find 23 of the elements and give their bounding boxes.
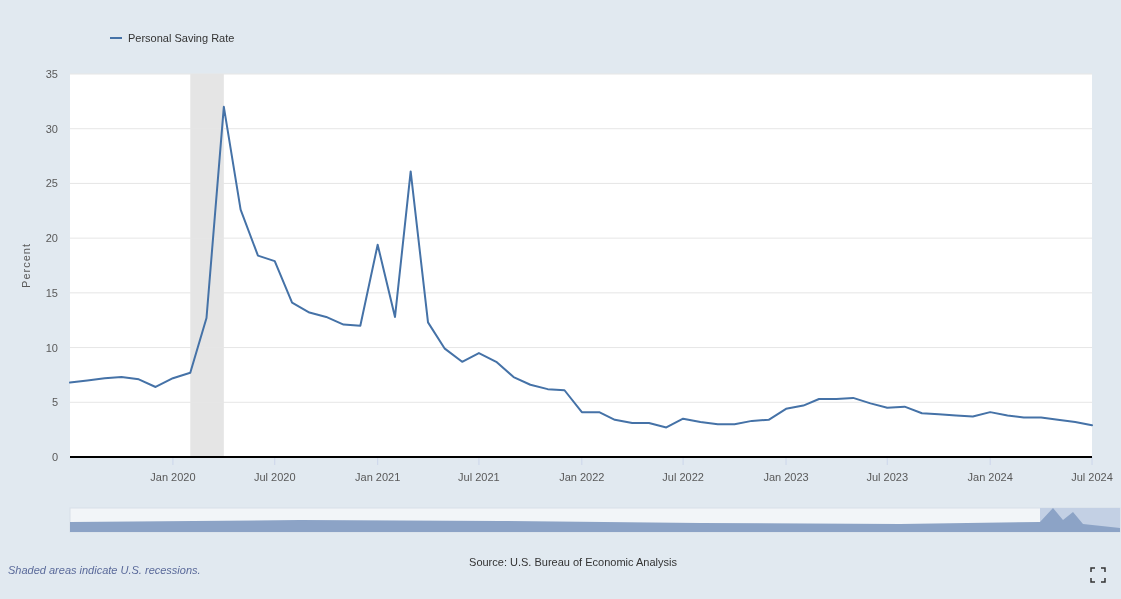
legend-label: Personal Saving Rate bbox=[128, 32, 235, 44]
y-tick-label: 25 bbox=[45, 177, 58, 190]
x-tick-label: Jul 2020 bbox=[253, 471, 296, 483]
y-tick-label: 35 bbox=[45, 68, 58, 80]
y-axis-title: Percent bbox=[20, 243, 32, 288]
text: Shaded areas indicate U.S. recessions. bbox=[8, 564, 201, 576]
x-tick-label: Jan 2021 bbox=[355, 471, 401, 483]
y-tick-label: 5 bbox=[51, 396, 58, 409]
y-tick-label: 30 bbox=[45, 122, 58, 135]
y-tick-label: 10 bbox=[45, 341, 58, 354]
x-tick-label: Jul 2023 bbox=[866, 471, 909, 483]
y-tick-label: 0 bbox=[51, 451, 58, 463]
x-tick-label: Jan 2022 bbox=[559, 471, 605, 483]
source-note: Source: U.S. Bureau of Economic Analysis bbox=[469, 556, 678, 568]
x-tick-label: Jul 2022 bbox=[662, 471, 704, 483]
x-tick-label: Jan 2023 bbox=[763, 471, 809, 483]
x-tick-label: Jul 2021 bbox=[458, 471, 500, 483]
y-tick-label: 15 bbox=[45, 286, 58, 299]
x-tick-label: Jul 2024 bbox=[1071, 471, 1113, 483]
x-tick-label: Jan 2024 bbox=[967, 471, 1013, 483]
line-series bbox=[69, 105, 1093, 429]
y-tick-label: 20 bbox=[45, 232, 58, 245]
x-tick-label: Jan 2020 bbox=[150, 471, 196, 483]
